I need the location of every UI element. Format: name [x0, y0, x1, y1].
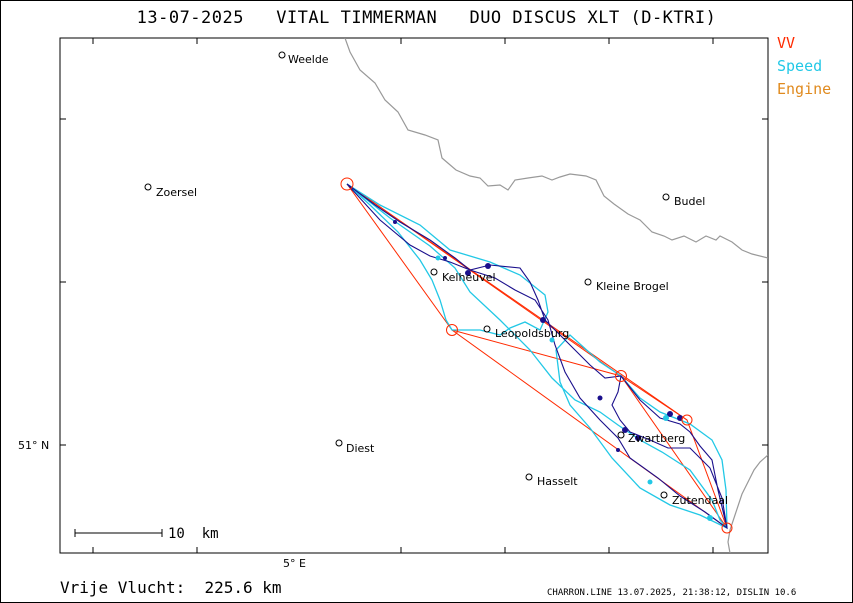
- city-zoersel: Zoersel: [144, 183, 197, 199]
- city-leopoldsburg: Leopoldsburg: [483, 325, 569, 340]
- turnpoint-circles: [340, 177, 733, 534]
- city-kelheuvel: Kelheuvel: [430, 268, 496, 284]
- scale-label: 10 km: [168, 526, 219, 542]
- flight-title: 13-07-2025 VITAL TIMMERMAN DUO DISCUS XL…: [0, 8, 853, 28]
- svg-text:Diest: Diest: [346, 442, 375, 455]
- latitude-label: 51° N: [18, 439, 50, 452]
- svg-text:Weelde: Weelde: [288, 53, 329, 66]
- legend-speed: Speed: [777, 57, 823, 75]
- city-diest: Diest: [335, 439, 375, 455]
- svg-text:Zoersel: Zoersel: [156, 186, 197, 199]
- credit-line: CHARRON.LINE 13.07.2025, 21:38:12, DISLI…: [547, 588, 797, 598]
- svg-text:Leopoldsburg: Leopoldsburg: [495, 327, 569, 340]
- national-border: [344, 38, 768, 259]
- axis-ticks: [60, 38, 768, 553]
- distance-summary: Vrije Vlucht: 225.6 km: [60, 578, 282, 597]
- city-budel: Budel: [662, 193, 705, 208]
- pilot-name: VITAL TIMMERMAN: [276, 8, 438, 28]
- svg-text:Zutendaal: Zutendaal: [672, 494, 728, 507]
- svg-text:Kelheuvel: Kelheuvel: [442, 271, 496, 284]
- legend-vv: VV: [777, 34, 796, 52]
- svg-text:Budel: Budel: [674, 195, 705, 208]
- scale-bar: [74, 529, 163, 537]
- city-kleine-brogel: Kleine Brogel: [584, 278, 669, 293]
- svg-text:Kleine Brogel: Kleine Brogel: [596, 280, 669, 293]
- city-hasselt: Hasselt: [525, 473, 578, 488]
- svg-text:Hasselt: Hasselt: [537, 475, 578, 488]
- longitude-label: 5° E: [283, 557, 306, 570]
- glider-name: DUO DISCUS XLT (D-KTRI): [469, 8, 717, 28]
- svg-text:Zwartberg: Zwartberg: [628, 432, 685, 445]
- eastern-border: [727, 454, 768, 553]
- flight-date: 13-07-2025: [136, 8, 244, 28]
- city-zwartberg: Zwartberg: [617, 431, 685, 445]
- thermal-markers: [393, 220, 683, 452]
- city-zutendaal: Zutendaal: [660, 491, 728, 507]
- city-weelde: Weelde: [278, 51, 329, 66]
- flight-track: [346, 183, 728, 530]
- legend-engine: Engine: [777, 80, 832, 98]
- map-frame: [59, 37, 769, 554]
- speed-track: [346, 183, 728, 529]
- city-markers: Weelde Zoersel Budel Kleine Brogel Kelhe…: [144, 51, 728, 507]
- speed-markers: [435, 255, 713, 521]
